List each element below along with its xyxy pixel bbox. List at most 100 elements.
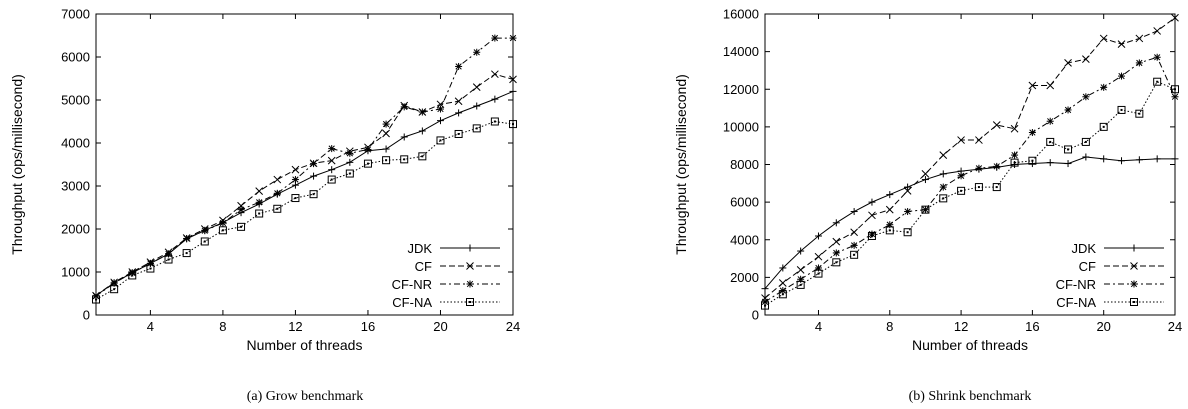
- plot-frame: [764, 13, 1176, 316]
- data-point: [904, 208, 912, 216]
- y-tick-label: 3000: [61, 179, 90, 194]
- x-tick-label: 12: [954, 319, 968, 334]
- data-point: [237, 206, 245, 214]
- data-point-dot: [149, 267, 152, 270]
- data-point-dot: [835, 261, 838, 264]
- plot-frame: [95, 13, 514, 316]
- data-point: [436, 136, 445, 145]
- y-tick-label: 12000: [723, 82, 759, 97]
- data-point-d2: [904, 208, 911, 215]
- data-point-box: [327, 175, 336, 184]
- data-point-d2: [455, 63, 462, 70]
- data-point-d2: [310, 160, 317, 167]
- data-point: [814, 269, 823, 278]
- data-point: [1171, 85, 1179, 94]
- data-point-d2: [201, 227, 208, 234]
- data-point: [201, 227, 209, 235]
- data-point: [364, 145, 372, 153]
- data-point: [850, 208, 858, 216]
- data-point-box: [182, 249, 191, 258]
- legend-marker: [1130, 244, 1138, 252]
- data-point: [491, 95, 499, 103]
- series-cf-na: [92, 117, 517, 304]
- y-tick-label: 8000: [730, 157, 759, 172]
- data-point-d2: [1118, 72, 1125, 80]
- data-point-d2: [1064, 59, 1072, 67]
- data-point-box: [1135, 109, 1144, 118]
- x-axis-label: Number of threads: [247, 337, 363, 353]
- data-point: [921, 176, 929, 184]
- data-point: [1064, 59, 1072, 67]
- data-point: [273, 189, 281, 197]
- data-point: [291, 176, 299, 184]
- data-point: [886, 191, 894, 199]
- data-point: [1011, 151, 1019, 159]
- data-point-d2: [491, 70, 499, 79]
- data-point: [328, 145, 336, 153]
- data-point-dot: [764, 304, 766, 307]
- data-point-d2: [1028, 81, 1037, 90]
- y-tick-label: 7000: [61, 7, 90, 22]
- data-point: [382, 156, 391, 165]
- data-point: [1046, 81, 1055, 90]
- data-point: [1064, 160, 1072, 168]
- data-point-dot: [1120, 108, 1123, 111]
- data-point-dot: [512, 123, 514, 126]
- y-tick-label: 6000: [61, 50, 90, 65]
- data-point: [867, 231, 876, 240]
- data-point-box: [1046, 137, 1055, 146]
- data-point-dot: [1102, 125, 1105, 128]
- y-tick-label: 14000: [723, 44, 759, 59]
- data-point: [1046, 137, 1055, 146]
- data-point-dot: [167, 258, 170, 261]
- data-point-d2: [273, 175, 282, 184]
- legend-marker-box: [1130, 298, 1138, 306]
- legend-label: CF: [415, 259, 432, 274]
- data-point-box: [1064, 145, 1073, 154]
- data-point-box: [382, 156, 391, 165]
- data-point: [237, 201, 245, 210]
- data-point-dot: [817, 272, 820, 275]
- legend-marker-dot: [469, 301, 471, 303]
- data-point: [921, 205, 930, 214]
- data-point: [255, 187, 264, 196]
- data-point-d2: [1046, 81, 1055, 90]
- data-point-dot: [1138, 112, 1141, 115]
- data-point-box: [400, 155, 409, 164]
- data-point-dot: [1049, 140, 1052, 143]
- data-point-box: [490, 117, 499, 126]
- data-point: [1135, 34, 1144, 43]
- data-point-box: [218, 226, 227, 235]
- data-point: [418, 108, 426, 116]
- legend-label: CF-NA: [392, 295, 432, 310]
- series-cf-nr: [92, 34, 517, 300]
- data-point-d2: [1171, 93, 1179, 100]
- data-point-d2: [274, 190, 281, 197]
- data-point: [1100, 155, 1108, 163]
- data-point: [1028, 129, 1036, 137]
- x-tick-label: 20: [1096, 319, 1110, 334]
- data-point-box: [1010, 158, 1019, 167]
- data-point-d2: [1047, 118, 1054, 125]
- x-tick-label: 24: [506, 319, 520, 334]
- data-point: [1010, 124, 1019, 133]
- data-point: [1064, 106, 1072, 114]
- data-point-d2: [291, 165, 300, 174]
- data-point-dot: [95, 298, 97, 301]
- y-tick-label: 2000: [61, 222, 90, 237]
- data-point-dot: [294, 197, 297, 200]
- x-tick-label: 12: [288, 319, 302, 334]
- data-point: [903, 186, 912, 195]
- data-point-box: [885, 226, 894, 235]
- x-tick-label: 8: [219, 319, 226, 334]
- legend-marker: [1130, 298, 1138, 306]
- data-point: [761, 301, 769, 310]
- data-point-dot: [781, 293, 784, 296]
- series-line: [764, 156, 1175, 289]
- data-point-box: [850, 250, 859, 259]
- data-point-d2: [472, 83, 481, 91]
- data-point: [832, 258, 841, 267]
- data-point-d2: [255, 187, 264, 196]
- data-point-box: [974, 183, 983, 192]
- data-point-dot: [995, 186, 998, 189]
